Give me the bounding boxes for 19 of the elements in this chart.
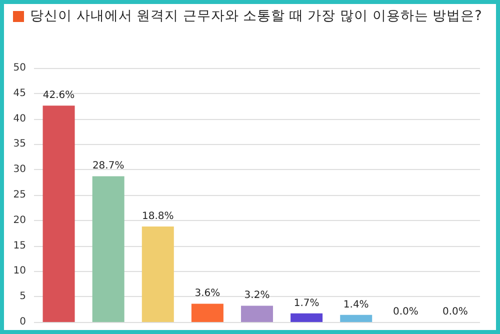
y-tick-label: 5 (20, 291, 26, 302)
bar (142, 226, 174, 322)
bar (42, 106, 75, 322)
chart-title: 당신이 사내에서 원격지 근무자와 소통할 때 가장 많이 이용하는 방법은? (30, 7, 482, 25)
bar (241, 306, 273, 322)
bar (340, 314, 372, 322)
y-tick-label: 40 (13, 113, 26, 124)
y-tick-label: 50 (13, 62, 26, 74)
y-tick-label: 25 (13, 190, 26, 200)
bar (92, 176, 124, 322)
y-tick-label: 10 (13, 266, 26, 277)
y-tick-label: 35 (13, 138, 26, 150)
y-tick-label: 0 (20, 316, 26, 328)
y-tick-label: 15 (13, 240, 26, 252)
y-tick-label: 30 (13, 164, 26, 176)
y-tick-label: 45 (13, 88, 26, 99)
bar (191, 304, 224, 322)
y-tick-label: 20 (13, 214, 26, 226)
bar (290, 313, 323, 322)
